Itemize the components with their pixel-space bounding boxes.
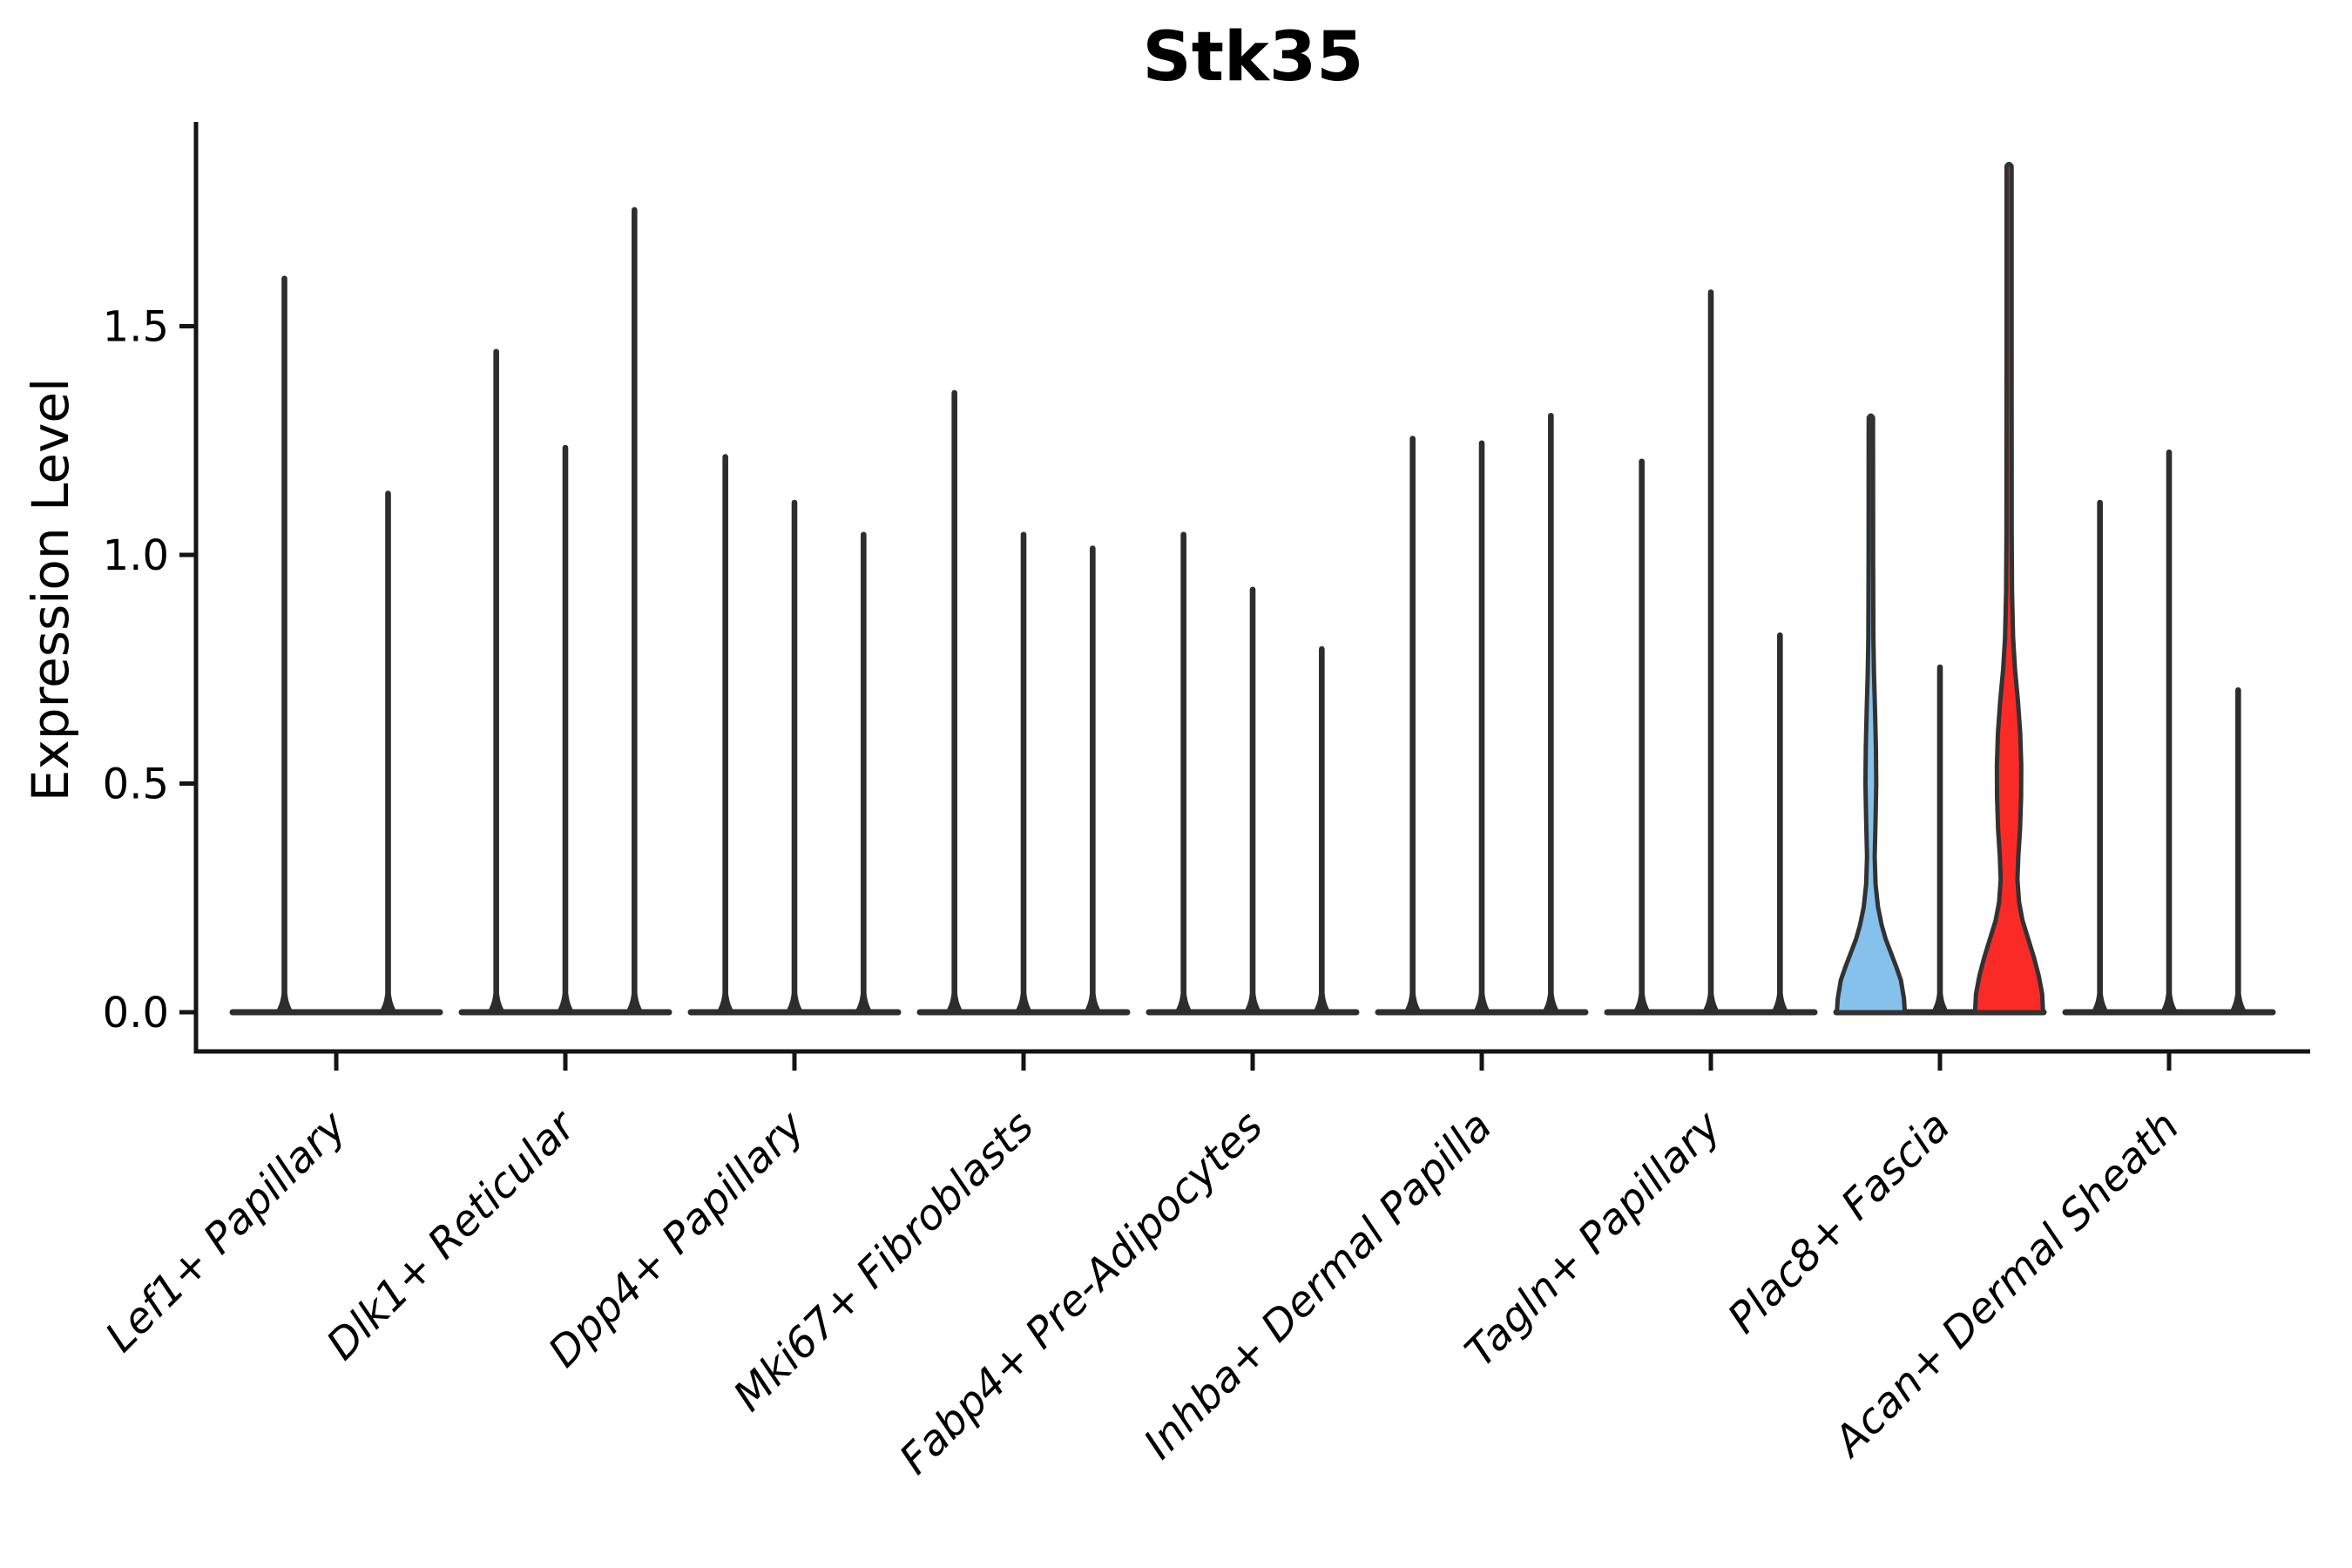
x-tick-label: Tagln+ Papillary	[1456, 1101, 1731, 1376]
x-tick-label: Dpp4+ Papillary	[539, 1101, 814, 1376]
violin-highlight-blue	[1835, 413, 1908, 1015]
x-tick-label: Plac8+ Fascia	[1719, 1102, 1960, 1343]
y-tick-label: 0.0	[103, 989, 169, 1037]
chart-title: Stk35	[1142, 18, 1364, 97]
y-tick-label: 1.0	[103, 531, 169, 580]
y-tick-label: 0.5	[103, 760, 169, 808]
x-tick-label: Lef1+ Papillary	[96, 1101, 356, 1362]
x-tick-label: Fabp4+ Pre-Adipocytes	[890, 1102, 1273, 1484]
y-tick-label: 1.5	[103, 302, 169, 351]
violin-highlight-red	[1972, 161, 2045, 1015]
x-tick-label: Dlk1+ Reticular	[317, 1100, 587, 1370]
